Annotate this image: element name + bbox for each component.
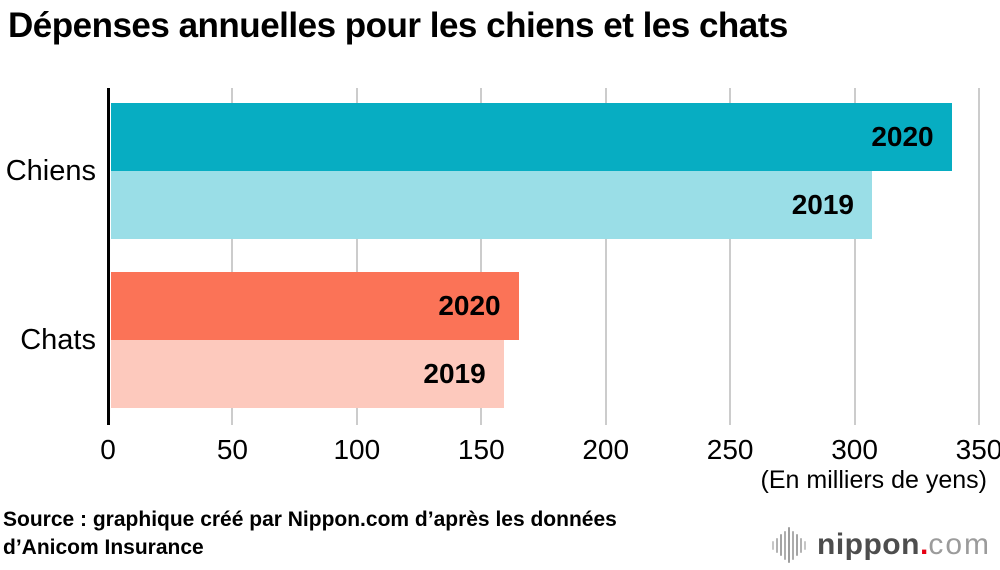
bar-year-label: 2019	[423, 358, 486, 389]
soundwave-bar	[771, 540, 774, 550]
logo-dot: .	[919, 528, 929, 561]
x-axis-unit-label: (En milliers de yens)	[760, 466, 987, 494]
category-label-chats: Chats	[20, 324, 96, 356]
source-line-2: d’Anicom Insurance	[3, 536, 204, 559]
gridline-300	[853, 88, 856, 425]
gridline-150	[480, 88, 483, 425]
bar-year-label: 2019	[791, 189, 854, 220]
x-tick-label-100: 100	[333, 434, 381, 465]
bar-chiens-2019: 2019	[111, 171, 872, 239]
chart-title: Dépenses annuelles pour les chiens et le…	[8, 6, 788, 45]
bar-chats-2019: 2019	[111, 340, 504, 408]
source-note: Source : graphique créé par Nippon.com d…	[3, 506, 617, 562]
plot-area: 2020 2019 2020 2019	[107, 88, 980, 425]
soundwave-bar	[803, 540, 806, 550]
gridline-250	[729, 88, 732, 425]
x-tick-label-200: 200	[582, 434, 630, 465]
soundwave-bar	[795, 534, 798, 556]
x-tick-label-150: 150	[457, 434, 505, 465]
x-tick-label-0: 0	[100, 434, 116, 465]
soundwave-bar	[799, 537, 802, 553]
bar-chats-2020: 2020	[111, 272, 519, 340]
gridline-50	[231, 88, 234, 425]
logo-text: nippon.com	[817, 530, 991, 560]
x-tick-label-50: 50	[216, 434, 248, 465]
x-tick-label-250: 250	[706, 434, 754, 465]
nippon-com-logo: nippon.com	[771, 524, 992, 566]
soundwave-bar	[787, 527, 790, 563]
soundwave-bars-icon	[771, 526, 806, 564]
gridline-200	[604, 88, 607, 425]
gridline-350	[978, 88, 980, 425]
x-tick-label-350: 350	[955, 434, 1000, 465]
bar-year-label: 2020	[438, 290, 501, 321]
gridline-100	[355, 88, 358, 425]
soundwave-bar	[779, 534, 782, 556]
soundwave-bar	[783, 530, 786, 560]
logo-brand: nippon	[817, 528, 920, 561]
x-tick-label-300: 300	[831, 434, 878, 465]
soundwave-bar	[791, 530, 794, 560]
soundwave-bar	[775, 537, 778, 553]
source-line-1: Source : graphique créé par Nippon.com d…	[3, 508, 617, 531]
bar-chiens-2020: 2020	[111, 103, 952, 171]
bar-year-label: 2020	[871, 121, 934, 152]
category-label-chiens: Chiens	[5, 155, 96, 187]
logo-tld: com	[928, 528, 991, 561]
y-axis-line	[107, 88, 110, 425]
